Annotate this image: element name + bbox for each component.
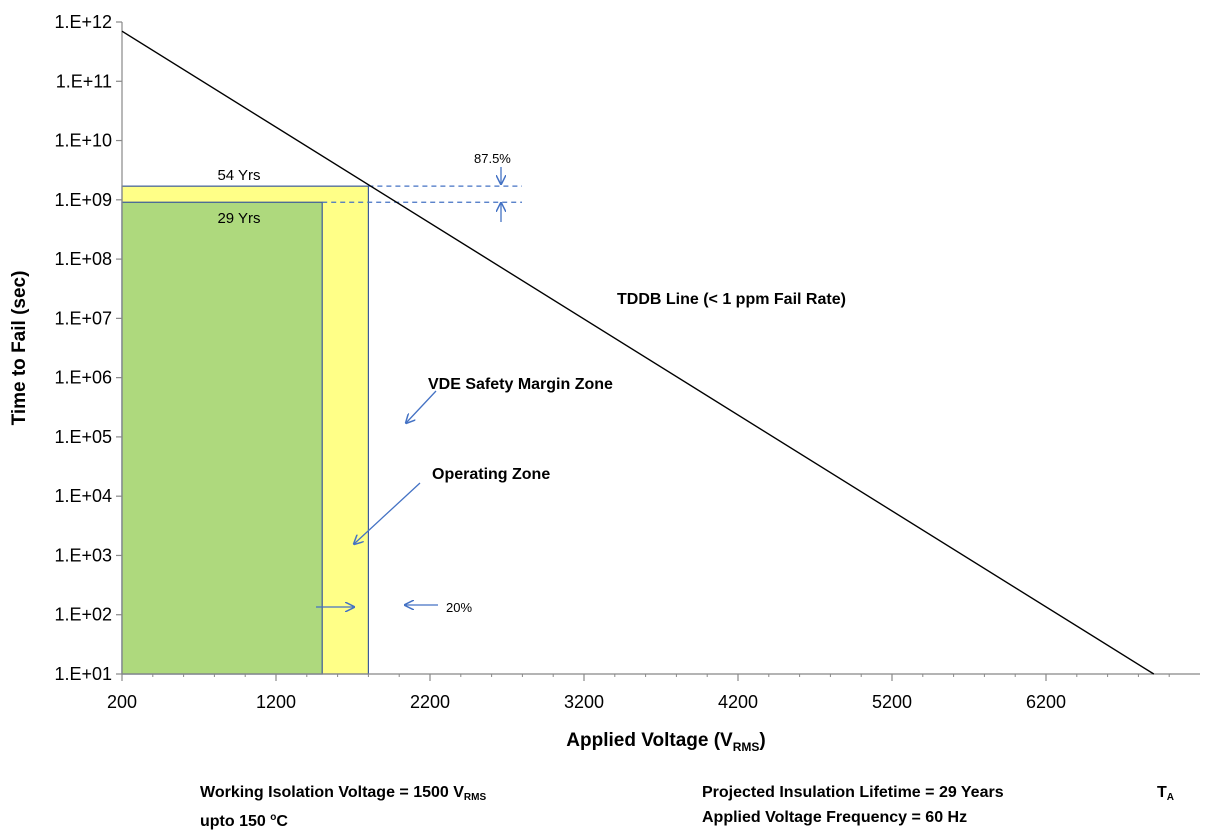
label-29-yrs: 29 Yrs xyxy=(217,210,260,227)
y-tick-label: 1.E+03 xyxy=(54,545,112,565)
y-tick-label: 1.E+10 xyxy=(54,131,112,151)
tddb-line-label: TDDB Line (< 1 ppm Fail Rate) xyxy=(617,291,846,308)
lifetime-text: Projected Insulation Lifetime = 29 Years xyxy=(702,784,1004,801)
tddb-chart: 1.E+01 1.E+02 1.E+03 1.E+04 1.E+05 1.E+06 1.E+… xyxy=(9,12,1200,754)
y-tick-label: 1.E+12 xyxy=(54,12,112,32)
ta-label: TA xyxy=(1157,784,1175,803)
y-tick-label: 1.E+05 xyxy=(54,427,112,447)
y-tick-label: 1.E+01 xyxy=(54,664,112,684)
operating-zone xyxy=(121,201,323,675)
x-tick-label: 4200 xyxy=(718,692,758,712)
y-axis-title: Time to Fail (sec) xyxy=(9,271,30,426)
vde-zone-arrow xyxy=(406,390,437,423)
x-axis-ticks: 200 1200 2200 3200 4200 5200 6200 xyxy=(107,674,1170,712)
y-tick-label: 1.E+09 xyxy=(54,190,112,210)
temperature-text: upto 150 oC xyxy=(200,812,288,830)
y-tick-label: 1.E+08 xyxy=(54,249,112,269)
x-tick-label: 200 xyxy=(107,692,137,712)
y-tick-label: 1.E+06 xyxy=(54,368,112,388)
vde-zone-label: VDE Safety Margin Zone xyxy=(428,376,613,393)
label-54-yrs: 54 Yrs xyxy=(217,167,260,184)
y-axis-ticks: 1.E+01 1.E+02 1.E+03 1.E+04 1.E+05 1.E+06 1.E+… xyxy=(54,12,122,684)
voltage-margin-percent: 20% xyxy=(446,600,472,615)
tddb-series-line xyxy=(121,30,1155,675)
working-voltage-text: Working Isolation Voltage = 1500 VRMS xyxy=(200,784,487,803)
y-tick-label: 1.E+02 xyxy=(54,605,112,625)
x-tick-label: 3200 xyxy=(564,692,604,712)
x-tick-label: 5200 xyxy=(872,692,912,712)
operating-zone-label: Operating Zone xyxy=(432,466,550,483)
x-tick-label: 2200 xyxy=(410,692,450,712)
x-axis-title: Applied Voltage (VRMS) xyxy=(566,730,765,754)
operating-zone-arrow xyxy=(354,482,421,544)
x-tick-label: 6200 xyxy=(1026,692,1066,712)
y-tick-label: 1.E+07 xyxy=(54,308,112,328)
x-tick-label: 1200 xyxy=(256,692,296,712)
lifetime-margin-percent: 87.5% xyxy=(474,151,511,166)
y-tick-label: 1.E+04 xyxy=(54,486,112,506)
frequency-text: Applied Voltage Frequency = 60 Hz xyxy=(702,809,968,826)
y-tick-label: 1.E+11 xyxy=(56,71,112,91)
